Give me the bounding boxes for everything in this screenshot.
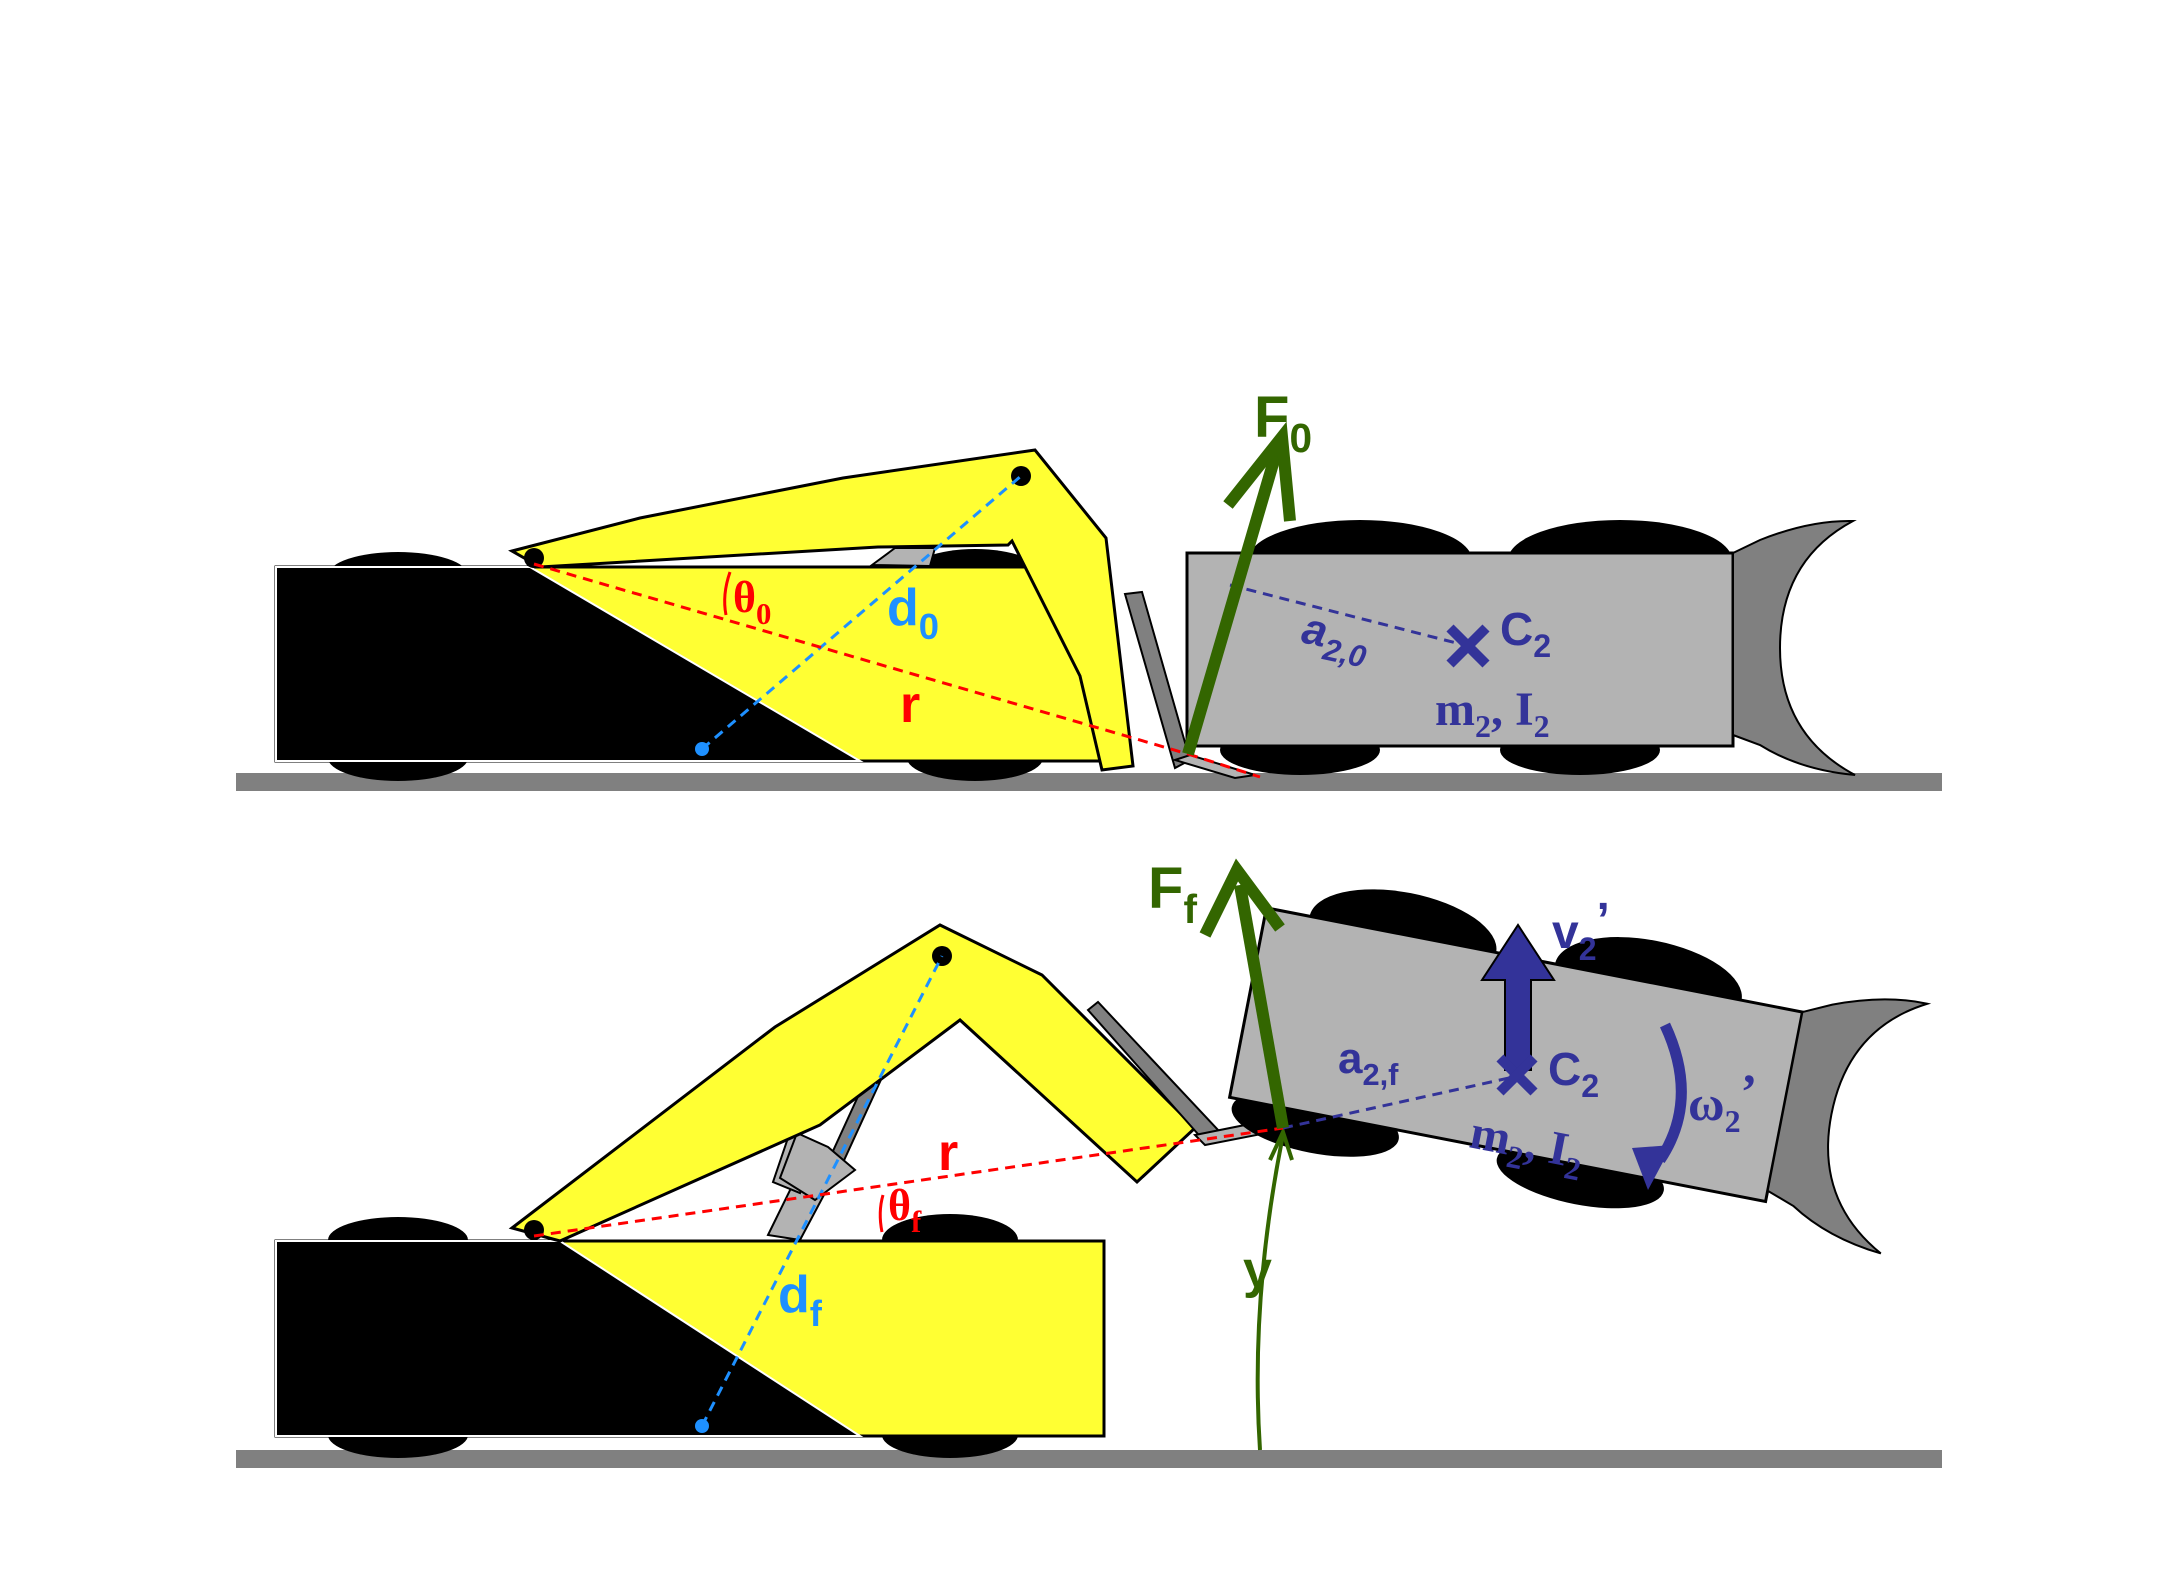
ground-top	[236, 773, 1942, 791]
arm-pivot-top	[524, 548, 544, 568]
lever-label-bottom: a2,f	[1338, 1034, 1399, 1092]
centroid-mark-bottom	[1496, 1054, 1538, 1096]
lever-line-top	[1229, 583, 1469, 648]
flipper-blade-top	[1123, 590, 1192, 770]
angle-label-bottom: θf	[888, 1181, 922, 1239]
distance-label-bottom: df	[778, 1266, 823, 1334]
angle-arc-top	[723, 571, 732, 616]
robot-wedge-bottom	[275, 1240, 864, 1437]
arm-pivot-bottom	[524, 1220, 544, 1240]
angle-ref-line-top	[1187, 752, 1261, 779]
distance-label-top: d0	[887, 579, 939, 647]
distance-line-bottom	[700, 955, 944, 1427]
force-arrow-head-top	[1223, 421, 1296, 522]
force-arrow-head-bottom	[1199, 858, 1285, 938]
flipper-arm-top	[508, 448, 1135, 772]
force-arrow-shaft-top	[1182, 448, 1283, 756]
height-path-bottom	[1255, 1134, 1285, 1451]
radius-label-bottom: r	[938, 1124, 958, 1182]
mass-label-bottom: m2, I2	[1464, 1106, 1588, 1188]
bottom-panel	[236, 858, 1942, 1468]
flipper-arm-bottom	[508, 923, 1198, 1243]
height-label-bottom: y	[1243, 1241, 1272, 1299]
angle-arc-bottom	[878, 1194, 885, 1233]
angular-velocity-head-bottom	[1632, 1145, 1672, 1190]
force-label-top: F0	[1254, 385, 1312, 461]
opponent-scoop-top	[1732, 519, 1857, 776]
force-label-bottom: Ff	[1148, 856, 1197, 932]
angular-velocity-label-bottom: ω2’	[1688, 1063, 1757, 1139]
mass-label-top: m2, I2	[1435, 683, 1550, 744]
angle-label-top: θ0	[733, 573, 771, 631]
cylinder-head-block-bottom	[778, 1131, 857, 1202]
robot-wedge-top	[275, 566, 864, 762]
top-panel	[236, 421, 1942, 791]
centroid-mark-top	[1446, 624, 1490, 668]
height-path-head-bottom	[1268, 1126, 1294, 1161]
force-arrow-shaft-bottom	[1234, 883, 1289, 1130]
ground-bottom	[236, 1450, 1942, 1468]
centroid-label-top: C2	[1500, 603, 1551, 664]
radius-label-top: r	[900, 676, 920, 734]
radius-line-top	[533, 562, 1189, 756]
velocity-label-bottom: v2’	[1552, 894, 1610, 967]
lever-line-bottom	[1282, 1074, 1519, 1130]
radius-line-bottom	[533, 1126, 1284, 1238]
distance-line-top	[701, 474, 1022, 751]
centroid-label-bottom: C2	[1548, 1043, 1599, 1104]
